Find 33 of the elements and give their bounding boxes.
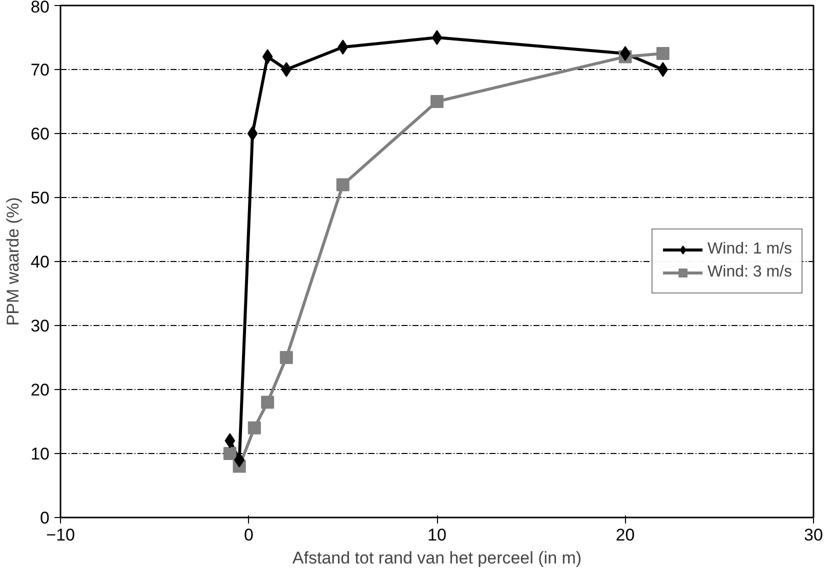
point: [262, 49, 273, 64]
point: [261, 396, 274, 409]
x-tick-label: 20: [616, 526, 635, 544]
point: [656, 47, 670, 60]
x-axis-title: Afstand tot rand van het perceel (in m): [292, 548, 582, 568]
legend-label: Wind: 1 m/s: [708, 240, 792, 258]
legend-label: Wind: 3 m/s: [708, 264, 792, 282]
y-tick-label: 80: [30, 0, 50, 16]
y-tick-label: 40: [30, 252, 50, 272]
y-tick-label: 0: [40, 508, 50, 528]
point: [247, 126, 258, 141]
y-axis-title: PPM waarde (%): [4, 197, 23, 326]
point: [432, 30, 442, 45]
point: [223, 447, 236, 460]
point: [620, 46, 630, 61]
y-tick-label: 30: [30, 316, 50, 336]
point: [658, 62, 668, 77]
point: [430, 95, 444, 108]
point: [224, 433, 236, 448]
point: [248, 421, 261, 434]
y-tick-label: 70: [30, 60, 50, 80]
y-tick-label: 10: [30, 444, 50, 464]
y-tick-label: 20: [30, 380, 50, 400]
x-tick-label: −10: [46, 526, 75, 544]
point: [280, 351, 293, 364]
y-tick-label: 60: [30, 124, 50, 144]
x-tick-label: 30: [804, 526, 823, 544]
x-tick-label: 0: [244, 526, 254, 544]
point: [281, 62, 292, 77]
point: [338, 40, 348, 55]
x-tick-label: 10: [428, 526, 446, 544]
y-tick-label: 50: [30, 188, 50, 208]
point: [336, 178, 350, 192]
